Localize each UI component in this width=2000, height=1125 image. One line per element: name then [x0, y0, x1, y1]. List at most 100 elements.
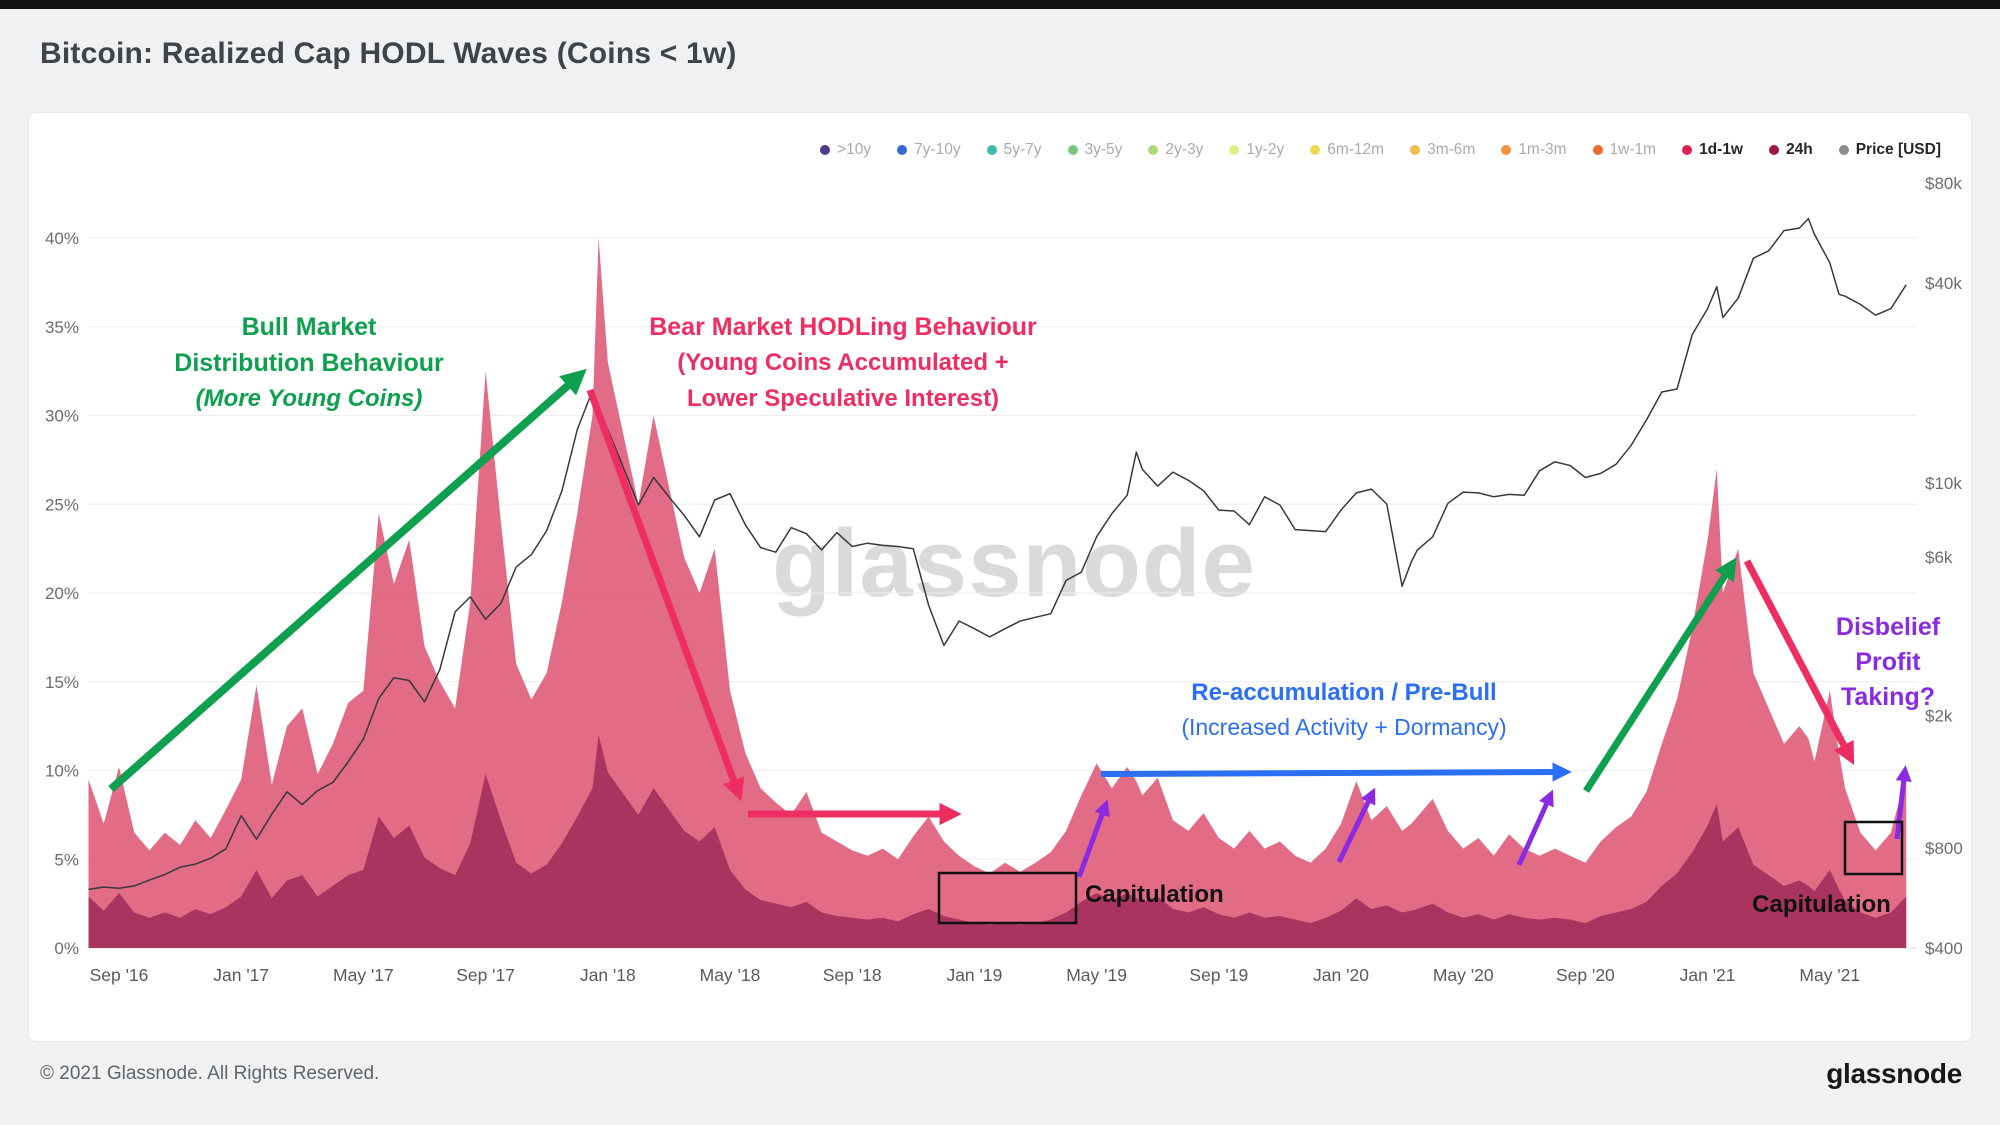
legend-item-6m-12m[interactable]: 6m-12m: [1310, 141, 1384, 159]
x-axis-tick: Jan '18: [580, 965, 636, 985]
legend-dot-icon: [1838, 145, 1849, 155]
chart-canvas[interactable]: 0% 5% 10% 15% 20% 25% 30% 35% 40% $400 $800 $2k $6k $…: [29, 113, 1971, 1041]
x-axis-tick: May '18: [700, 965, 761, 985]
x-axis-tick: Jan '20: [1313, 965, 1369, 985]
footer: © 2021 Glassnode. All Rights Reserved. g…: [40, 1058, 1962, 1090]
legend-item-7y-10y[interactable]: 7y-10y: [897, 141, 961, 159]
x-axis-tick: May '19: [1066, 965, 1127, 985]
capitulation-box: [1843, 820, 1904, 876]
legend: >10y 7y-10y 5y-7y 3y-5y 2y-3y 1y-2y 6m-12m 3m-6…: [29, 141, 1941, 159]
left-axis-tick: 10%: [45, 762, 79, 781]
annotation-line: (More Young Coins): [195, 385, 423, 412]
annotation-line: Re-accumulation / Pre-Bull: [1191, 679, 1497, 706]
legend-dot-icon: [1229, 145, 1240, 155]
legend-label: 7y-10y: [914, 141, 961, 158]
x-axis-tick: Sep '17: [456, 965, 515, 985]
legend-item-1y-2y[interactable]: 1y-2y: [1229, 141, 1284, 159]
glassnode-watermark: glassnode: [772, 510, 1256, 617]
legend-dot-icon: [1769, 145, 1779, 155]
x-axis-tick: May '21: [1799, 965, 1860, 985]
legend-label: 1d-1w: [1699, 141, 1743, 158]
glassnode-logo[interactable]: glassnode: [1826, 1058, 1962, 1089]
annotation-line: Lower Speculative Interest): [686, 385, 1000, 412]
price-line: [88, 217, 1907, 891]
x-axis-tick: May '17: [333, 965, 394, 985]
annotation-line: (Young Coins Accumulated +: [677, 349, 1009, 376]
annotation-arrow: [1894, 765, 1912, 840]
legend-label: 1y-2y: [1246, 141, 1285, 158]
legend-item-24h[interactable]: 24h: [1769, 141, 1813, 159]
annotation-line: Bull Market: [241, 313, 377, 341]
annotation-capitulation-2: Capitulation: [1752, 891, 1891, 918]
x-axis-tick: Jan '21: [1680, 965, 1736, 985]
x-axis-tick: Jan '19: [946, 965, 1002, 985]
legend-dot-icon: [986, 145, 997, 155]
annotation-capitulation-1: Capitulation: [1085, 881, 1224, 908]
legend-item-5y-7y[interactable]: 5y-7y: [986, 141, 1042, 159]
annotation-reaccumulation: Re-accumulation / Pre-Bull (Increased Ac…: [1104, 675, 1584, 745]
x-axis-tick: Sep '19: [1189, 965, 1248, 985]
annotation-arrow: [586, 388, 745, 802]
legend-label: 3m-6m: [1427, 141, 1476, 158]
right-axis-tick: $40k: [1925, 274, 1962, 293]
x-axis-tick: Sep '20: [1556, 965, 1615, 985]
annotation-line: Taking?: [1841, 683, 1935, 711]
annotation-bear-market: Bear Market HODLing Behaviour (Young Coi…: [603, 309, 1083, 417]
page-title: Bitcoin: Realized Cap HODL Waves (Coins …: [40, 37, 737, 70]
legend-dot-icon: [820, 145, 831, 155]
annotation-arrow: [108, 368, 587, 792]
legend-label: >10y: [837, 141, 872, 158]
left-axis-tick: 0%: [54, 939, 79, 958]
legend-item-price-usd[interactable]: Price [USD]: [1838, 141, 1941, 159]
annotation-line: Profit: [1855, 648, 1921, 676]
legend-item-10y[interactable]: >10y: [820, 141, 871, 159]
right-axis-tick: $800: [1925, 839, 1963, 858]
legend-item-3m-6m[interactable]: 3m-6m: [1410, 141, 1475, 159]
legend-dot-icon: [1501, 145, 1512, 155]
left-axis-tick: 15%: [45, 673, 79, 692]
annotation-line: Disbelief: [1835, 613, 1941, 641]
left-axis-tick: 30%: [45, 407, 79, 426]
annotation-arrow: [1583, 557, 1737, 793]
x-axis-tick: Sep '16: [90, 965, 149, 985]
annotation-line: Distribution Behaviour: [174, 349, 444, 377]
legend-dot-icon: [1148, 145, 1159, 155]
left-axis-tick: 35%: [45, 318, 79, 337]
legend-label: 5y-7y: [1003, 141, 1042, 158]
area-1d-1w: [88, 238, 1907, 948]
annotation-arrow: [1516, 789, 1554, 867]
legend-item-1w-1m[interactable]: 1w-1m: [1592, 141, 1657, 159]
annotation-line: (Increased Activity + Dormancy): [1181, 714, 1507, 740]
legend-dot-icon: [1067, 145, 1078, 155]
annotation-disbelief-profit-taking: Disbelief Profit Taking?: [1808, 610, 1968, 715]
legend-label: 1w-1m: [1609, 141, 1657, 158]
legend-label: 2y-3y: [1165, 141, 1204, 158]
right-axis-tick: $2k: [1925, 707, 1953, 726]
x-axis-tick: Sep '18: [823, 965, 882, 985]
right-axis-tick: $400: [1925, 939, 1963, 958]
capitulation-box: [937, 871, 1078, 925]
legend-dot-icon: [897, 145, 908, 155]
copyright-text: © 2021 Glassnode. All Rights Reserved.: [40, 1063, 380, 1084]
legend-label: Price [USD]: [1855, 141, 1941, 158]
legend-label: 1m-3m: [1518, 141, 1567, 158]
left-axis-tick: 5%: [54, 850, 79, 869]
left-axis-tick: 20%: [45, 584, 79, 603]
legend-dot-icon: [1592, 145, 1603, 155]
right-axis-tick: $80k: [1925, 174, 1962, 193]
right-axis-tick: $6k: [1925, 548, 1953, 567]
chart-card: >10y 7y-10y 5y-7y 3y-5y 2y-3y 1y-2y 6m-12m 3m-6…: [28, 112, 1972, 1042]
area-24h: [88, 735, 1907, 948]
legend-item-1m-3m[interactable]: 1m-3m: [1501, 141, 1567, 159]
annotation-arrow: [1076, 799, 1110, 878]
annotation-bull-market: Bull Market Distribution Behaviour (More…: [129, 309, 489, 417]
annotation-arrow: [1336, 787, 1376, 864]
legend-label: 6m-12m: [1327, 141, 1385, 158]
legend-item-1d-1w[interactable]: 1d-1w: [1682, 141, 1743, 159]
legend-item-3y-5y[interactable]: 3y-5y: [1067, 141, 1123, 159]
legend-label: 3y-5y: [1084, 141, 1123, 158]
legend-label: 24h: [1786, 141, 1813, 158]
top-strip: [0, 0, 2000, 9]
legend-item-2y-3y[interactable]: 2y-3y: [1148, 141, 1203, 159]
x-axis-tick: Jan '17: [213, 965, 269, 985]
